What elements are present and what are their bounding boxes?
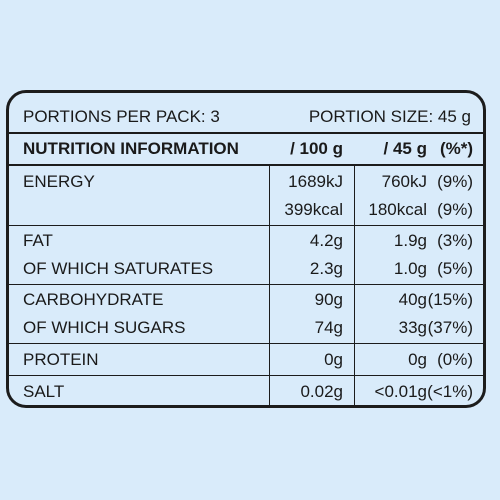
salt-per-100g: 0.02g xyxy=(300,382,343,401)
carbohydrate-per-100g: 90g xyxy=(314,290,343,309)
column-header-percent: (%*) xyxy=(439,139,473,158)
carbohydrate-label: CARBOHYDRATE xyxy=(23,290,164,309)
saturates-label: OF WHICH SATURATES xyxy=(23,259,214,278)
protein-label: PROTEIN xyxy=(23,350,99,369)
energy-kcal-per-100g: 399kcal xyxy=(284,200,343,219)
protein-percent: (0%) xyxy=(437,350,473,369)
protein-per-100g: 0g xyxy=(324,350,343,369)
divider xyxy=(9,343,483,344)
divider xyxy=(9,284,483,285)
portion-size: PORTION SIZE: 45 g xyxy=(308,107,471,126)
sugars-label: OF WHICH SUGARS xyxy=(23,318,186,337)
carbohydrate-percent: (15%) xyxy=(427,290,473,309)
fat-label: FAT xyxy=(23,231,53,250)
energy-kj-per-100g: 1689kJ xyxy=(288,172,343,191)
column-header-per-45g: / 45 g xyxy=(383,139,427,158)
fat-percent: (3%) xyxy=(437,231,473,250)
saturates-per-45g: 1.0g xyxy=(393,259,427,278)
sugars-per-100g: 74g xyxy=(314,318,343,337)
column-divider xyxy=(354,164,355,405)
divider xyxy=(9,225,483,226)
saturates-percent: (5%) xyxy=(437,259,473,278)
nutrition-label: PORTIONS PER PACK: 3 PORTION SIZE: 45 g … xyxy=(6,90,486,408)
energy-kj-per-45g: 760kJ xyxy=(381,172,427,191)
column-divider xyxy=(269,164,270,405)
protein-per-45g: 0g xyxy=(408,350,427,369)
fat-per-45g: 1.9g xyxy=(393,231,427,250)
divider xyxy=(9,132,483,134)
sugars-per-45g: 33g xyxy=(398,318,427,337)
energy-label: ENERGY xyxy=(23,172,95,191)
fat-per-100g: 4.2g xyxy=(309,231,343,250)
carbohydrate-per-45g: 40g xyxy=(398,290,427,309)
divider xyxy=(9,375,483,376)
divider xyxy=(9,164,483,166)
energy-kcal-per-45g: 180kcal xyxy=(368,200,427,219)
salt-percent: (<1%) xyxy=(427,382,473,401)
saturates-per-100g: 2.3g xyxy=(309,259,343,278)
column-header-per-100g: / 100 g xyxy=(290,139,343,158)
salt-per-45g: <0.01g xyxy=(374,382,427,401)
table-title: NUTRITION INFORMATION xyxy=(23,139,239,158)
portions-per-pack: PORTIONS PER PACK: 3 xyxy=(23,107,220,126)
energy-kj-percent: (9%) xyxy=(437,172,473,191)
salt-label: SALT xyxy=(23,382,65,401)
sugars-percent: (37%) xyxy=(427,318,473,337)
energy-kcal-percent: (9%) xyxy=(437,200,473,219)
